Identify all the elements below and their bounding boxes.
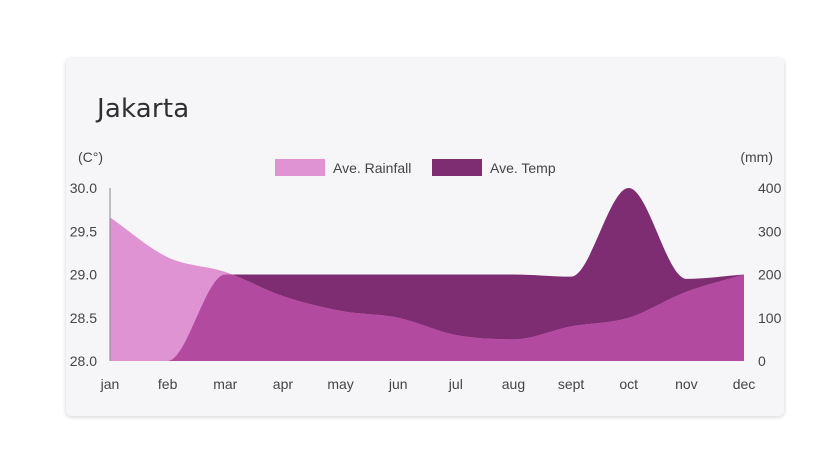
- x-axis-tick-label: aug: [502, 376, 525, 392]
- x-axis-tick-label: sept: [558, 376, 585, 392]
- legend-swatch: [275, 159, 325, 176]
- legend-label: Ave. Rainfall: [333, 160, 411, 176]
- x-axis-tick-label: jan: [100, 376, 120, 392]
- chart-title: Jakarta: [97, 94, 190, 124]
- left-axis-tick-label: 30.0: [70, 180, 97, 196]
- axes: 28.0 28.5 29.0 29.5 30.0 0 100 200 300 400 jan feb m…: [70, 149, 782, 392]
- left-axis-tick-label: 29.0: [70, 267, 97, 283]
- right-axis-tick-label: 100: [758, 310, 782, 326]
- left-axis-tick-label: 28.5: [70, 310, 97, 326]
- right-axis-tick-label: 400: [758, 180, 782, 196]
- legend: Ave. Rainfall Ave. Temp: [275, 159, 556, 176]
- x-axis-tick-label: feb: [158, 376, 178, 392]
- x-axis-tick-label: nov: [675, 376, 698, 392]
- x-axis-tick-label: apr: [273, 376, 294, 392]
- x-axis-tick-label: jul: [448, 376, 463, 392]
- right-axis-tick-label: 300: [758, 223, 782, 239]
- legend-swatch: [432, 159, 482, 176]
- right-axis-tick-label: 200: [758, 267, 782, 283]
- x-axis-tick-label: jun: [388, 376, 408, 392]
- legend-label: Ave. Temp: [490, 160, 556, 176]
- x-axis-tick-label: mar: [213, 376, 237, 392]
- left-axis-tick-label: 29.5: [70, 223, 97, 239]
- right-axis-unit: (mm): [740, 149, 773, 165]
- x-axis-tick-label: dec: [733, 376, 756, 392]
- x-axis-tick-label: may: [327, 376, 353, 392]
- x-axis-tick-label: oct: [619, 376, 638, 392]
- left-axis-unit: (C°): [78, 149, 103, 165]
- plot-area: [110, 188, 744, 361]
- left-axis-tick-label: 28.0: [70, 353, 97, 369]
- right-axis-tick-label: 0: [758, 353, 766, 369]
